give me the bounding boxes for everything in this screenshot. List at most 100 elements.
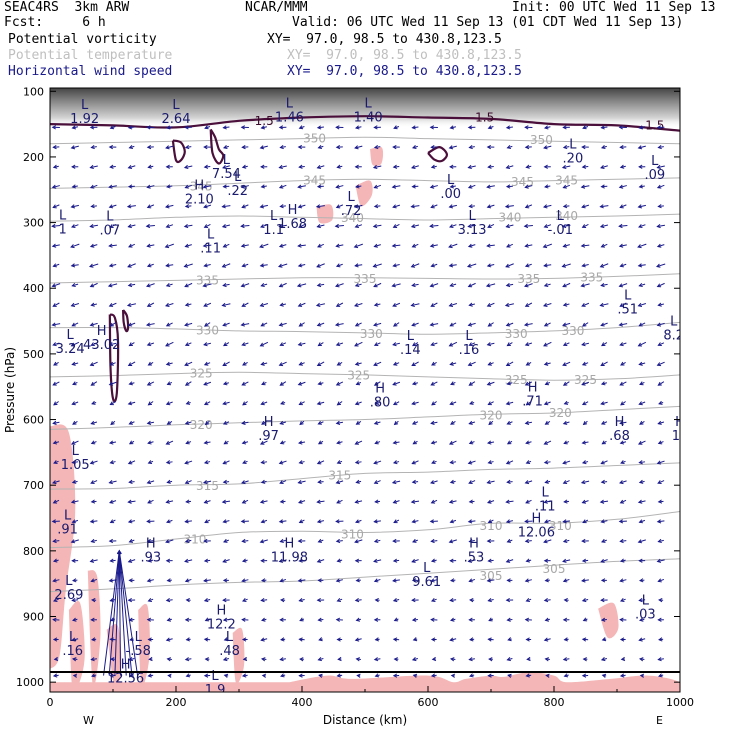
wind-vector-head [52, 342, 57, 347]
low-marker-value: 8.2 [663, 329, 684, 344]
wind-vector [279, 559, 287, 562]
wind-vector-head [335, 303, 341, 307]
wind-vector-head [240, 223, 245, 229]
org-name: NCAR/MMM [245, 0, 308, 15]
wind-vector-head [222, 597, 227, 603]
wind-vector-head [448, 539, 454, 544]
wind-vector-head [240, 125, 246, 130]
wind-vector-head [165, 460, 171, 465]
wind-vector [505, 263, 514, 268]
wind-vector-head [221, 224, 227, 229]
wind-vector-head [259, 244, 264, 249]
wind-vector-head [108, 538, 114, 544]
wind-vector-head [71, 637, 76, 642]
wind-vector-head [298, 597, 303, 603]
theta-contour [50, 371, 680, 381]
wind-vector-head [542, 244, 548, 249]
wind-vector-head [467, 322, 473, 327]
wind-vector-head [657, 480, 662, 485]
wind-vector [242, 342, 249, 346]
wind-vector [203, 381, 212, 386]
jet-vector [103, 550, 120, 676]
wind-vector-head [657, 538, 662, 544]
wind-vector-head [297, 303, 303, 307]
wind-vector-head [52, 144, 57, 150]
wind-vector [562, 224, 571, 228]
wind-vector [146, 323, 155, 326]
wind-vector-head [486, 538, 492, 544]
wind-vector-head [656, 125, 662, 130]
x-tick-label: 800 [544, 696, 565, 709]
wind-vector-head [222, 401, 227, 406]
wind-vector-head [657, 617, 662, 622]
wind-vector [373, 361, 382, 366]
theta-contour-label: 315 [328, 468, 351, 482]
theta-contour [50, 405, 680, 430]
wind-vector-head [317, 479, 322, 484]
wind-vector-head [107, 283, 113, 288]
wind-vector-head [393, 519, 398, 524]
wind-vector-head [656, 558, 662, 563]
wind-vector-head [429, 283, 435, 288]
wind-vector-head [637, 263, 643, 268]
wind-vector-head [185, 673, 191, 678]
wind-vector-head [222, 125, 227, 130]
wind-vector [203, 204, 212, 208]
wind-vector-head [656, 263, 661, 268]
wind-vector [544, 401, 551, 405]
wind-vector-head [222, 578, 228, 583]
wind-vector [184, 322, 193, 326]
wind-vector-head [487, 460, 492, 465]
wind-vector-head [600, 617, 606, 622]
wind-vector-head [184, 204, 190, 209]
wind-vector [317, 283, 325, 287]
wind-vector-head [601, 440, 606, 445]
wind-vector-head [260, 125, 266, 130]
wind-vector [563, 520, 570, 523]
wind-vector [467, 263, 477, 268]
wind-vector-head [127, 282, 133, 288]
wind-vector-head [411, 322, 416, 327]
high-marker-letter: H [264, 415, 274, 430]
wind-vector-head [524, 125, 529, 130]
y-tick-label: 1000 [16, 676, 44, 689]
wind-vector-head [280, 673, 285, 678]
wind-vector-head [430, 558, 436, 563]
wind-vector-head [317, 420, 322, 425]
wind-vector-head [619, 673, 625, 678]
wind-vector-head [524, 578, 530, 583]
wind-vector-head [562, 342, 568, 347]
wind-vector [185, 460, 193, 464]
wind-vector-head [637, 539, 643, 544]
wind-vector-head [127, 224, 132, 229]
wind-vector-head [242, 460, 247, 465]
wind-vector [279, 460, 287, 464]
wind-vector [600, 205, 609, 208]
wind-vector [128, 401, 136, 405]
wind-vector-head [600, 362, 605, 367]
wind-vector-head [184, 362, 189, 367]
wind-vector [335, 224, 344, 227]
wind-vector-head [562, 125, 567, 130]
wind-vector-head [298, 322, 303, 327]
wind-vector-head [505, 362, 511, 367]
theta-contour [50, 177, 680, 189]
wind-vector-head [278, 322, 284, 327]
wind-vector [242, 579, 249, 582]
wind-vector-head [524, 144, 530, 150]
wind-vector [487, 244, 495, 247]
wind-vector-head [71, 184, 77, 189]
wind-vector [355, 264, 363, 267]
wind-vector-head [127, 519, 133, 524]
wind-vector [468, 322, 476, 326]
wind-vector-head [203, 381, 208, 386]
wind-vector-head [411, 597, 416, 603]
wind-vector [317, 559, 325, 563]
wind-vector-head [261, 381, 266, 386]
wind-vector [449, 539, 457, 543]
wind-vector-head [146, 381, 152, 386]
theta-contour-label: 335 [354, 272, 377, 286]
high-low-markers: H2.10H1.68H43.02H.80H.71H.97H.68H12H.93H… [54, 97, 684, 692]
wind-vector-head [410, 499, 416, 504]
wind-vector-head [166, 578, 171, 583]
